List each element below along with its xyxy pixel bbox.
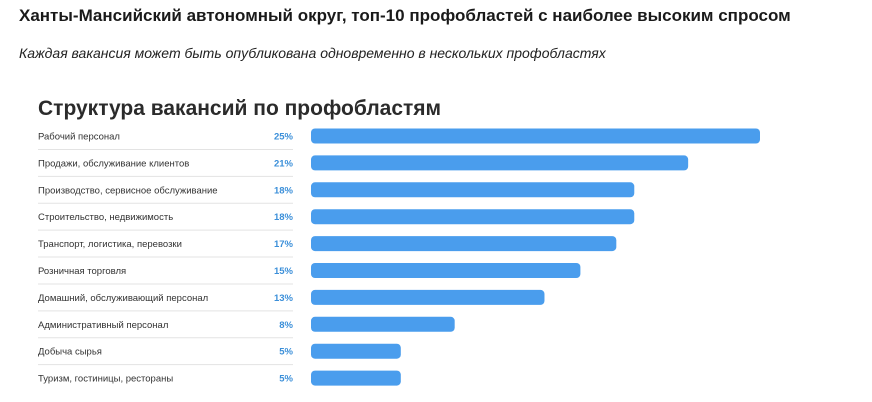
category-label: Домашний, обслуживающий персонал <box>38 293 208 304</box>
value-label: 15% <box>274 266 294 277</box>
value-label: 17% <box>274 239 294 250</box>
bar <box>311 289 545 305</box>
value-label: 18% <box>274 185 294 196</box>
value-label: 5% <box>279 374 293 385</box>
value-label: 25% <box>274 132 294 143</box>
value-label: 13% <box>274 293 294 304</box>
value-label: 21% <box>274 158 294 169</box>
category-label: Транспорт, логистика, перевозки <box>38 239 182 250</box>
category-label: Продажи, обслуживание клиентов <box>38 158 189 169</box>
category-label: Административный персонал <box>38 320 168 331</box>
bar <box>311 263 581 278</box>
bar <box>311 343 401 359</box>
category-label: Добыча сырья <box>38 347 102 358</box>
category-label: Рабочий персонал <box>38 132 120 143</box>
page-title: Ханты-Мансийский автономный округ, топ-1… <box>19 6 791 25</box>
bar <box>311 370 401 386</box>
category-label: Строительство, недвижимость <box>38 212 173 223</box>
bar <box>311 209 635 225</box>
category-label: Туризм, гостиницы, рестораны <box>38 374 173 385</box>
page-subtitle: Каждая вакансия может быть опубликована … <box>19 45 606 61</box>
chart-title: Структура вакансий по профобластям <box>38 97 442 120</box>
category-label: Розничная торговля <box>38 266 126 277</box>
value-label: 18% <box>274 212 294 223</box>
bar <box>311 128 760 144</box>
bar <box>311 236 617 252</box>
bar <box>311 155 689 171</box>
bar <box>311 316 455 332</box>
value-label: 8% <box>279 320 293 331</box>
value-label: 5% <box>279 347 293 358</box>
category-label: Производство, сервисное обслуживание <box>38 185 218 196</box>
bar <box>311 182 635 198</box>
